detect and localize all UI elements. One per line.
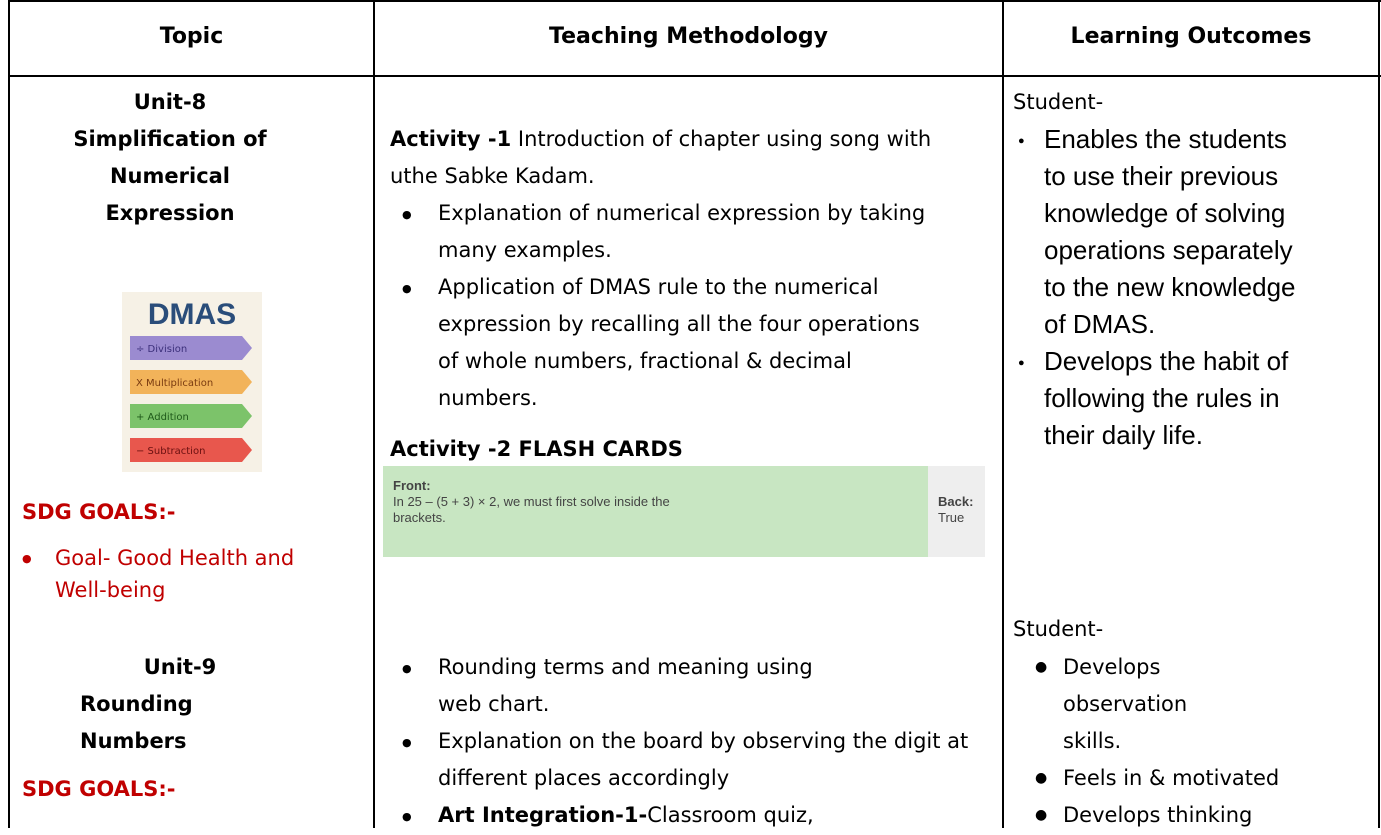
step-arrow [130,438,252,462]
sdg-heading: SDG GOALS:- [22,500,176,524]
header-cell: Topic [159,24,224,49]
topic-block: Unit-8 Simplification of Numerical Expre… [40,84,300,232]
method-item: Explanation of numerical expression by t… [390,195,930,269]
outcome-list: Enables the students to use their previo… [1014,121,1314,454]
topic-line: Rounding [80,692,193,716]
art-text: Classroom quiz, [647,803,814,827]
step-label: ÷ Division [136,344,187,355]
header-rule [8,75,1381,77]
art-label: Art Integration-1- [438,803,648,827]
table-border [8,0,1381,2]
activity-text: Introduction of chapter using song with … [390,127,932,188]
method-list: Explanation of numerical expression by t… [390,195,930,417]
column-rule [8,2,10,828]
sdg-list: Goal- Good Health and Well-being [10,542,310,606]
step-arrow [130,404,252,428]
outcome-lead: Student- [1013,90,1104,114]
method-item: Application of DMAS rule to the numerica… [390,269,930,417]
step-label: + Addition [136,412,189,423]
unit-label: Unit-9 [143,655,217,679]
column-rule [1002,2,1004,828]
sdg-heading: SDG GOALS:- [22,777,176,801]
activity: Activity -1 Introduction of chapter usin… [390,121,950,195]
back-label: Back: [938,494,974,509]
method-item: Rounding terms and meaning using web cha… [390,649,818,723]
header-cell: Teaching Methodology [549,24,828,49]
unit-label: Unit-8 [133,90,207,114]
activity-heading: Activity -2 FLASH CARDS [390,437,683,461]
activity-label: Activity -1 [390,127,512,151]
topic-line: Numbers [80,729,187,753]
topic-line: Simplification of [73,127,267,151]
outcome-item: Develops observation skills. [1035,649,1213,760]
flashcard-back-text: Back: True [938,494,973,526]
dmas-image: DMAS ÷ Division X Multiplication + Addit… [122,292,262,472]
flashcard-front-text: Front: In 25 – (5 + 3) × 2, we must firs… [393,478,723,526]
image-title: DMAS [148,298,236,331]
front-label: Front: [393,478,431,493]
topic-line: Expression [105,201,235,225]
topic-line: Numerical [109,164,231,188]
topic-block: Unit-9 Rounding Numbers [60,649,300,760]
flashcard-front [383,466,928,557]
header-cell: Learning Outcomes [1070,24,1312,49]
method-list: Rounding terms and meaning using web cha… [390,649,990,835]
step-label: − Subtraction [136,446,205,457]
step-arrow [130,336,252,360]
outcome-item: Develops the habit of following the rule… [1014,343,1294,454]
method-item: Art Integration-1-Classroom quiz, [390,797,990,835]
step-label: X Multiplication [136,378,213,389]
flashcard: Front: In 25 – (5 + 3) × 2, we must firs… [383,466,985,557]
step-arrow [130,370,252,394]
outcome-lead: Student- [1013,617,1104,641]
outcome-item: Feels in & motivated [1035,760,1375,797]
front-text: In 25 – (5 + 3) × 2, we must first solve… [393,494,670,525]
method-item: Explanation on the board by observing th… [390,723,990,797]
column-rule [1378,2,1380,828]
column-rule [373,2,375,828]
outcome-item: Enables the students to use their previo… [1014,121,1314,343]
back-text: True [938,510,965,525]
outcome-list: Develops observation skills. Feels in & … [1035,649,1375,834]
sdg-goal: Goal- Good Health and Well-being [10,542,310,606]
outcome-item: Develops thinking [1035,797,1375,834]
